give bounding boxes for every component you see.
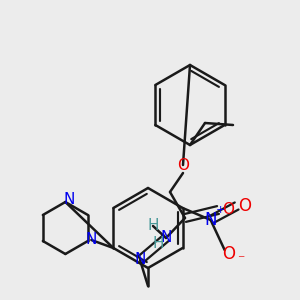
Text: O: O — [238, 197, 251, 215]
Text: +: + — [216, 205, 225, 215]
Text: N: N — [134, 253, 146, 268]
Text: O: O — [222, 245, 235, 263]
Text: O: O — [177, 158, 189, 172]
Text: H: H — [147, 218, 159, 233]
Text: N: N — [204, 211, 217, 229]
Text: ⁻: ⁻ — [237, 253, 244, 267]
Text: N: N — [86, 232, 97, 247]
Text: N: N — [64, 191, 75, 206]
Text: H: H — [152, 236, 164, 251]
Text: N: N — [160, 230, 172, 245]
Text: O: O — [222, 202, 234, 217]
